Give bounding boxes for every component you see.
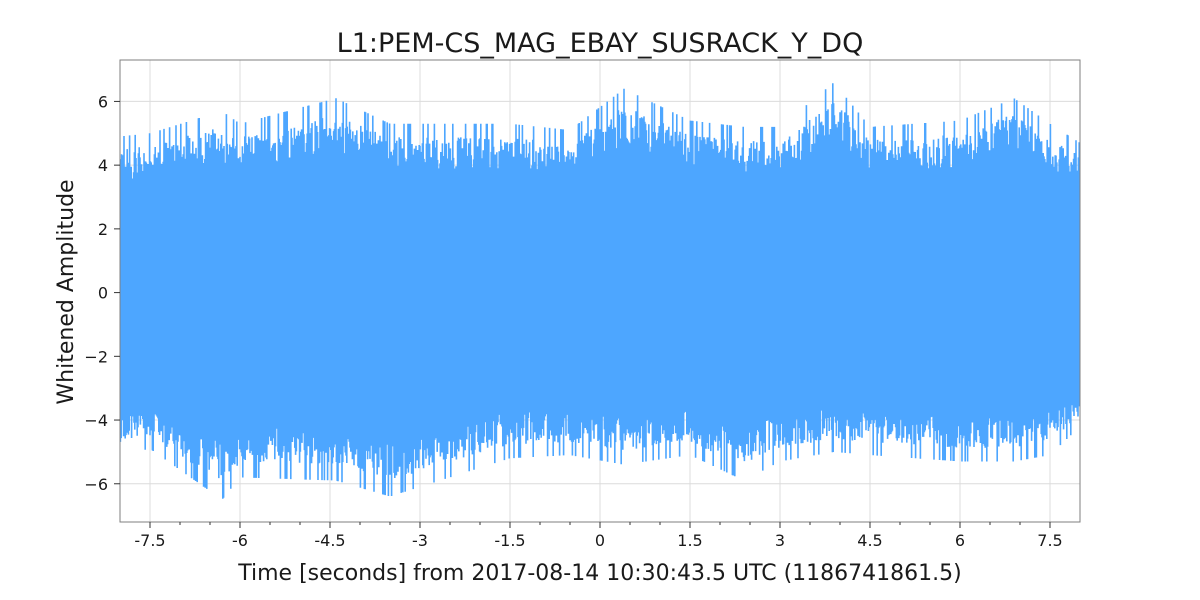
x-tick-label: 7.5: [1037, 531, 1062, 550]
x-tick-label: 6: [955, 531, 965, 550]
x-axis-label: Time [seconds] from 2017-08-14 10:30:43.…: [237, 561, 961, 586]
y-tick-label: 6: [98, 92, 108, 111]
x-tick-label: 0: [595, 531, 605, 550]
x-tick-label: -4.5: [314, 531, 345, 550]
y-tick-label: 2: [98, 220, 108, 239]
y-tick-label: −4: [84, 411, 108, 430]
y-axis: −6 −4 −2 0 2 4 6: [84, 92, 120, 494]
y-tick-label: −6: [84, 475, 108, 494]
series-line: [120, 83, 1080, 499]
x-tick-label: -1.5: [494, 531, 525, 550]
chart-title: L1:PEM-CS_MAG_EBAY_SUSRACK_Y_DQ: [337, 28, 864, 59]
x-tick-label: -6: [232, 531, 248, 550]
x-tick-label: 3: [775, 531, 785, 550]
x-tick-label: -3: [412, 531, 428, 550]
x-tick-label: 4.5: [857, 531, 882, 550]
y-tick-label: 4: [98, 156, 108, 175]
x-tick-label: 1.5: [677, 531, 702, 550]
plot-area: [120, 83, 1080, 499]
y-tick-label: −2: [84, 347, 108, 366]
y-tick-label: 0: [98, 284, 108, 303]
x-tick-label: -7.5: [134, 531, 165, 550]
y-axis-label: Whitened Amplitude: [54, 179, 79, 404]
x-axis: -7.5 -6 -4.5 -3 -1.5 0 1.5 3 4.5 6 7.5: [134, 522, 1063, 550]
